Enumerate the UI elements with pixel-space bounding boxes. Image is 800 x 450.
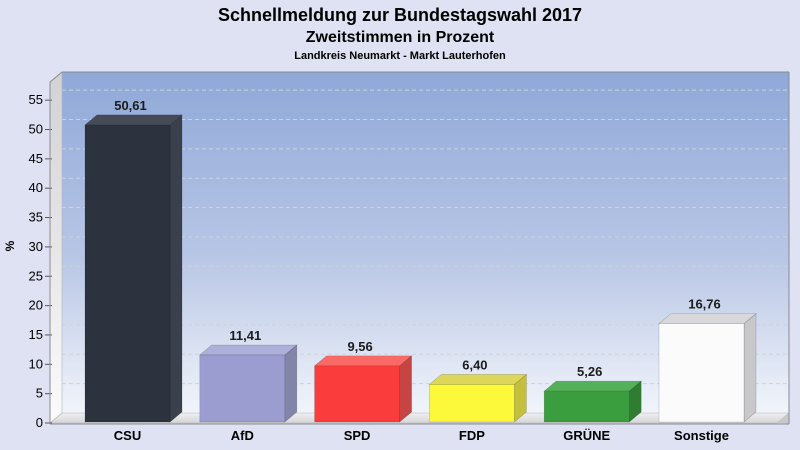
bar-top-spd (313, 355, 413, 367)
y-tick-label: 20 (29, 298, 43, 313)
frame-top-bevel (49, 71, 63, 83)
bar-top-sonstige (658, 313, 757, 324)
chart-subtitle: Zweitstimmen in Prozent (305, 29, 495, 46)
chart-header: Schnellmeldung zur Bundestagswahl 2017 Z… (0, 3, 800, 64)
bar-side-spd (399, 355, 412, 423)
floor-bevel (777, 413, 789, 424)
chart-region-label: Landkreis Neumarkt - Markt Lauterhofen (294, 50, 506, 62)
bar-top-fdp (428, 374, 528, 385)
bar-top-afd (198, 344, 298, 356)
bar-top-csu (84, 114, 183, 126)
bar-fdp (429, 384, 515, 423)
bar-value-label: 16,76 (688, 297, 721, 312)
y-tick-label: 50 (29, 122, 43, 137)
bar-side-sonstige (743, 312, 757, 423)
x-axis-label: Sonstige (674, 428, 729, 443)
y-tick-label: 25 (29, 268, 43, 283)
x-axis-label: SPD (344, 428, 371, 443)
y-tick-label: 40 (29, 180, 43, 195)
y-tick-label: 45 (29, 151, 43, 166)
bar-top-grüne (543, 380, 643, 392)
y-tick-label: 0 (36, 415, 43, 430)
y-axis-title: % (3, 240, 17, 251)
bar-side-csu (169, 114, 183, 423)
y-tick-label: 30 (29, 239, 43, 254)
y-tick-label: 35 (29, 210, 43, 225)
x-axis-label: FDP (459, 428, 485, 443)
bar-afd (199, 354, 286, 423)
y-tick-label: 15 (29, 327, 43, 342)
bar-csu (84, 124, 171, 423)
bar-sonstige (658, 323, 745, 423)
bar-value-label: 9,56 (347, 339, 372, 354)
bar-grüne (543, 390, 630, 423)
y-tick-label: 5 (36, 386, 43, 401)
bar-value-label: 50,61 (114, 98, 147, 113)
chart-title: Schnellmeldung zur Bundestagswahl 2017 (217, 5, 583, 25)
y-tick-label: 55 (29, 92, 43, 107)
x-axis-label: AfD (231, 428, 254, 443)
x-axis-label: CSU (114, 428, 141, 443)
bar-side-afd (284, 344, 298, 423)
bar-value-label: 6,40 (462, 357, 487, 372)
axis-wall (49, 71, 63, 424)
x-axis-label: GRÜNE (563, 428, 610, 443)
bar-spd (314, 365, 400, 423)
bar-value-label: 5,26 (577, 364, 602, 379)
bar-value-label: 11,41 (229, 328, 261, 343)
y-tick-label: 10 (29, 356, 43, 371)
